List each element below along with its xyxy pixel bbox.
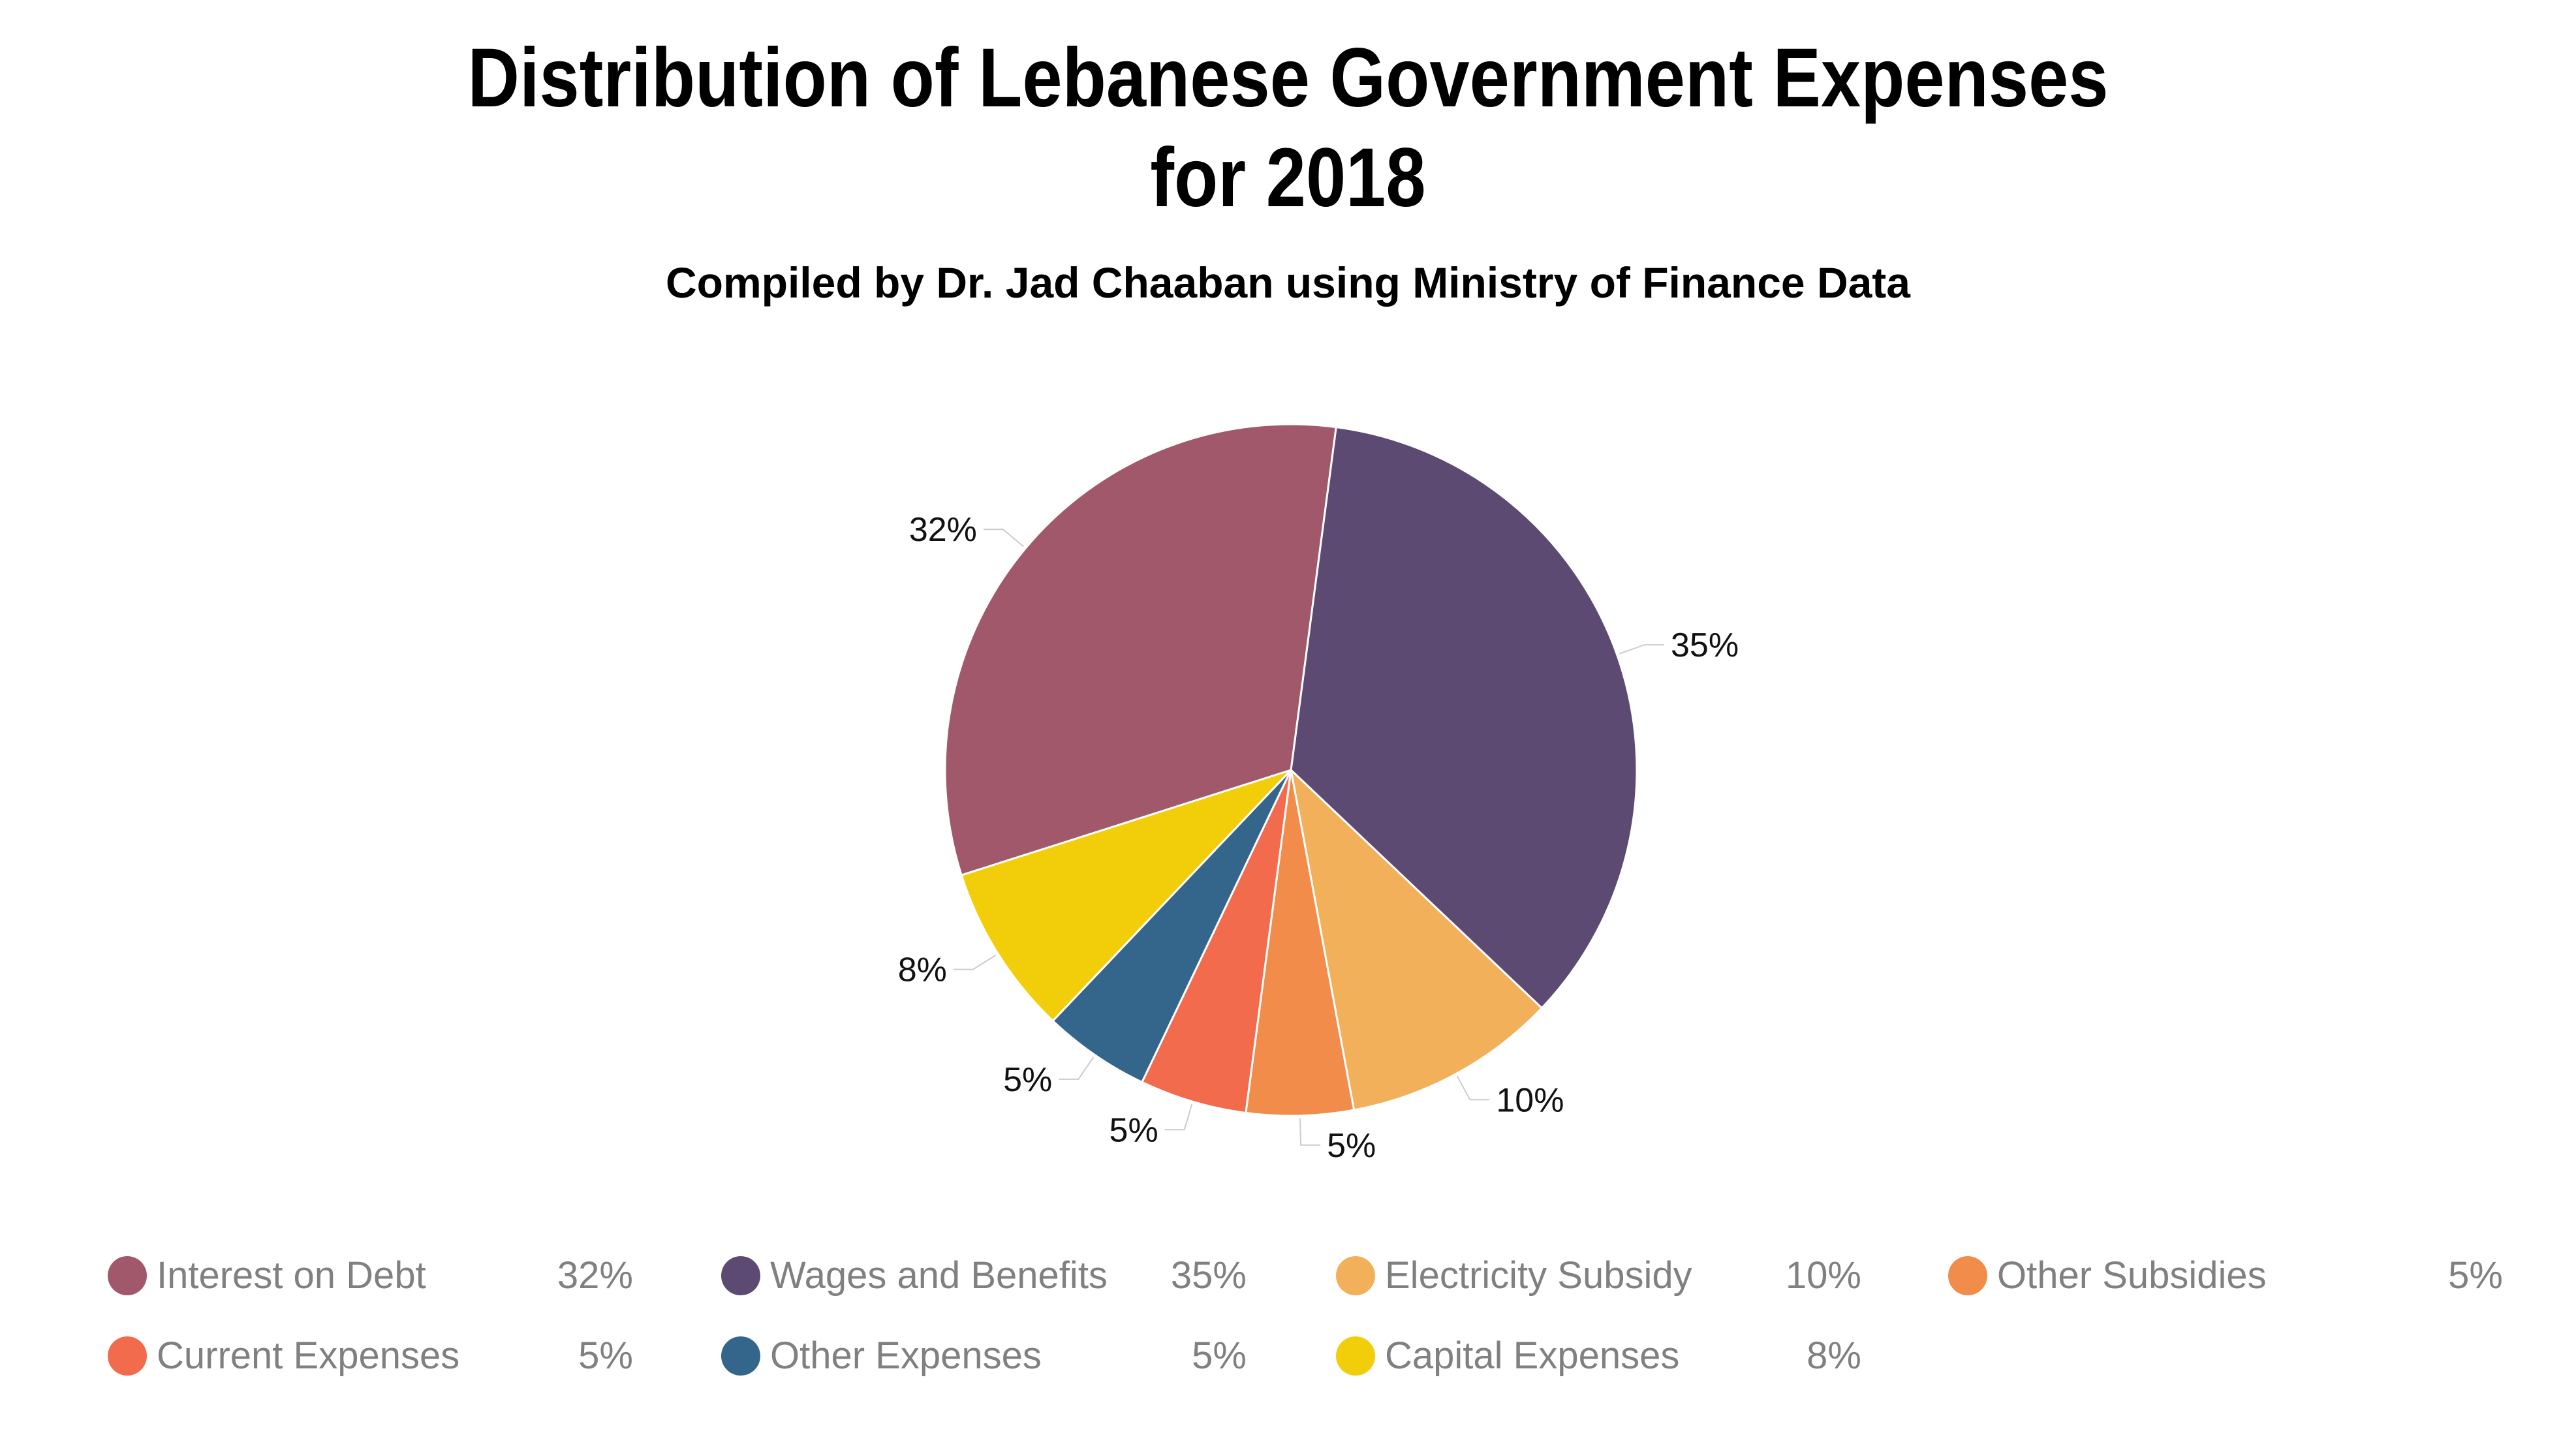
legend-item-current-expenses[interactable]: Current Expenses 5% [108, 1330, 643, 1382]
data-label-interest-on-debt: 32% [909, 511, 977, 549]
legend-value: 32% [557, 1254, 633, 1297]
legend-item-other-subsidies[interactable]: Other Subsidies 5% [1948, 1250, 2503, 1302]
legend-label: Other Expenses [770, 1334, 1042, 1377]
legend-value: 5% [1192, 1334, 1247, 1377]
data-label-wages-and-benefits: 35% [1671, 626, 1739, 664]
leader-line-other-expenses [1059, 1056, 1094, 1080]
data-label-other-subsidies: 5% [1327, 1127, 1376, 1165]
title-line-2: for 2018 [1150, 131, 1426, 224]
data-label-electricity-subsidy: 10% [1496, 1081, 1564, 1119]
legend-label: Current Expenses [157, 1334, 460, 1377]
leader-line-other-subsidies [1299, 1118, 1321, 1146]
title-line-1: Distribution of Lebanese Government Expe… [467, 31, 2109, 125]
data-label-capital-expenses: 8% [898, 951, 947, 989]
pie-slice-other-expenses[interactable] [1051, 769, 1292, 1084]
leader-line-current-expenses [1164, 1103, 1193, 1131]
legend-swatch [108, 1256, 147, 1295]
leader-line-wages-and-benefits [1619, 644, 1664, 655]
legend-swatch [1948, 1256, 1987, 1295]
legend-value: 10% [1785, 1254, 1861, 1297]
legend-label: Wages and Benefits [770, 1254, 1108, 1297]
legend-value: 5% [2448, 1254, 2503, 1297]
legend-row: Current Expenses 5% Other Expenses 5% Capita… [0, 1330, 2576, 1382]
leader-line-capital-expenses [953, 954, 997, 970]
subtitle: Compiled by Dr. Jad Chaaban using Minist… [665, 258, 1910, 307]
pie-slice-capital-expenses[interactable] [960, 769, 1292, 1023]
legend-value: 8% [1807, 1334, 1861, 1377]
legend-swatch [721, 1256, 760, 1295]
pie-slice-wages-and-benefits[interactable] [1290, 425, 1638, 1009]
legend-row: Interest on Debt 32% Wages and Benefits 35%… [0, 1250, 2576, 1302]
legend-swatch [1336, 1336, 1375, 1376]
leader-line-electricity-subsidy [1456, 1075, 1490, 1101]
legend-label: Other Subsidies [1997, 1254, 2267, 1297]
pie-slice-other-subsidies[interactable] [1245, 769, 1356, 1117]
legend-swatch [1336, 1256, 1375, 1295]
legend-label: Electricity Subsidy [1385, 1254, 1692, 1297]
legend-value: 35% [1170, 1254, 1247, 1297]
pie-slice-interest-on-debt[interactable] [944, 423, 1337, 876]
leader-line-interest-on-debt [983, 529, 1024, 547]
legend-item-electricity-subsidy[interactable]: Electricity Subsidy 10% [1336, 1250, 1871, 1302]
data-label-current-expenses: 5% [1110, 1111, 1158, 1149]
pie-slice-electricity-subsidy[interactable] [1289, 767, 1544, 1111]
pie-slice-current-expenses[interactable] [1140, 769, 1292, 1115]
data-label-other-expenses: 5% [1003, 1061, 1052, 1099]
legend-value: 5% [578, 1334, 633, 1377]
legend-label: Capital Expenses [1385, 1334, 1680, 1377]
legend-item-interest-on-debt[interactable]: Interest on Debt 32% [108, 1250, 643, 1302]
legend-item-capital-expenses[interactable]: Capital Expenses 8% [1336, 1330, 1871, 1382]
legend-label: Interest on Debt [157, 1254, 426, 1297]
legend-swatch [721, 1336, 760, 1376]
legend-item-other-expenses[interactable]: Other Expenses 5% [721, 1330, 1256, 1382]
legend-item-wages-and-benefits[interactable]: Wages and Benefits 35% [721, 1250, 1256, 1302]
legend-swatch [108, 1336, 147, 1376]
